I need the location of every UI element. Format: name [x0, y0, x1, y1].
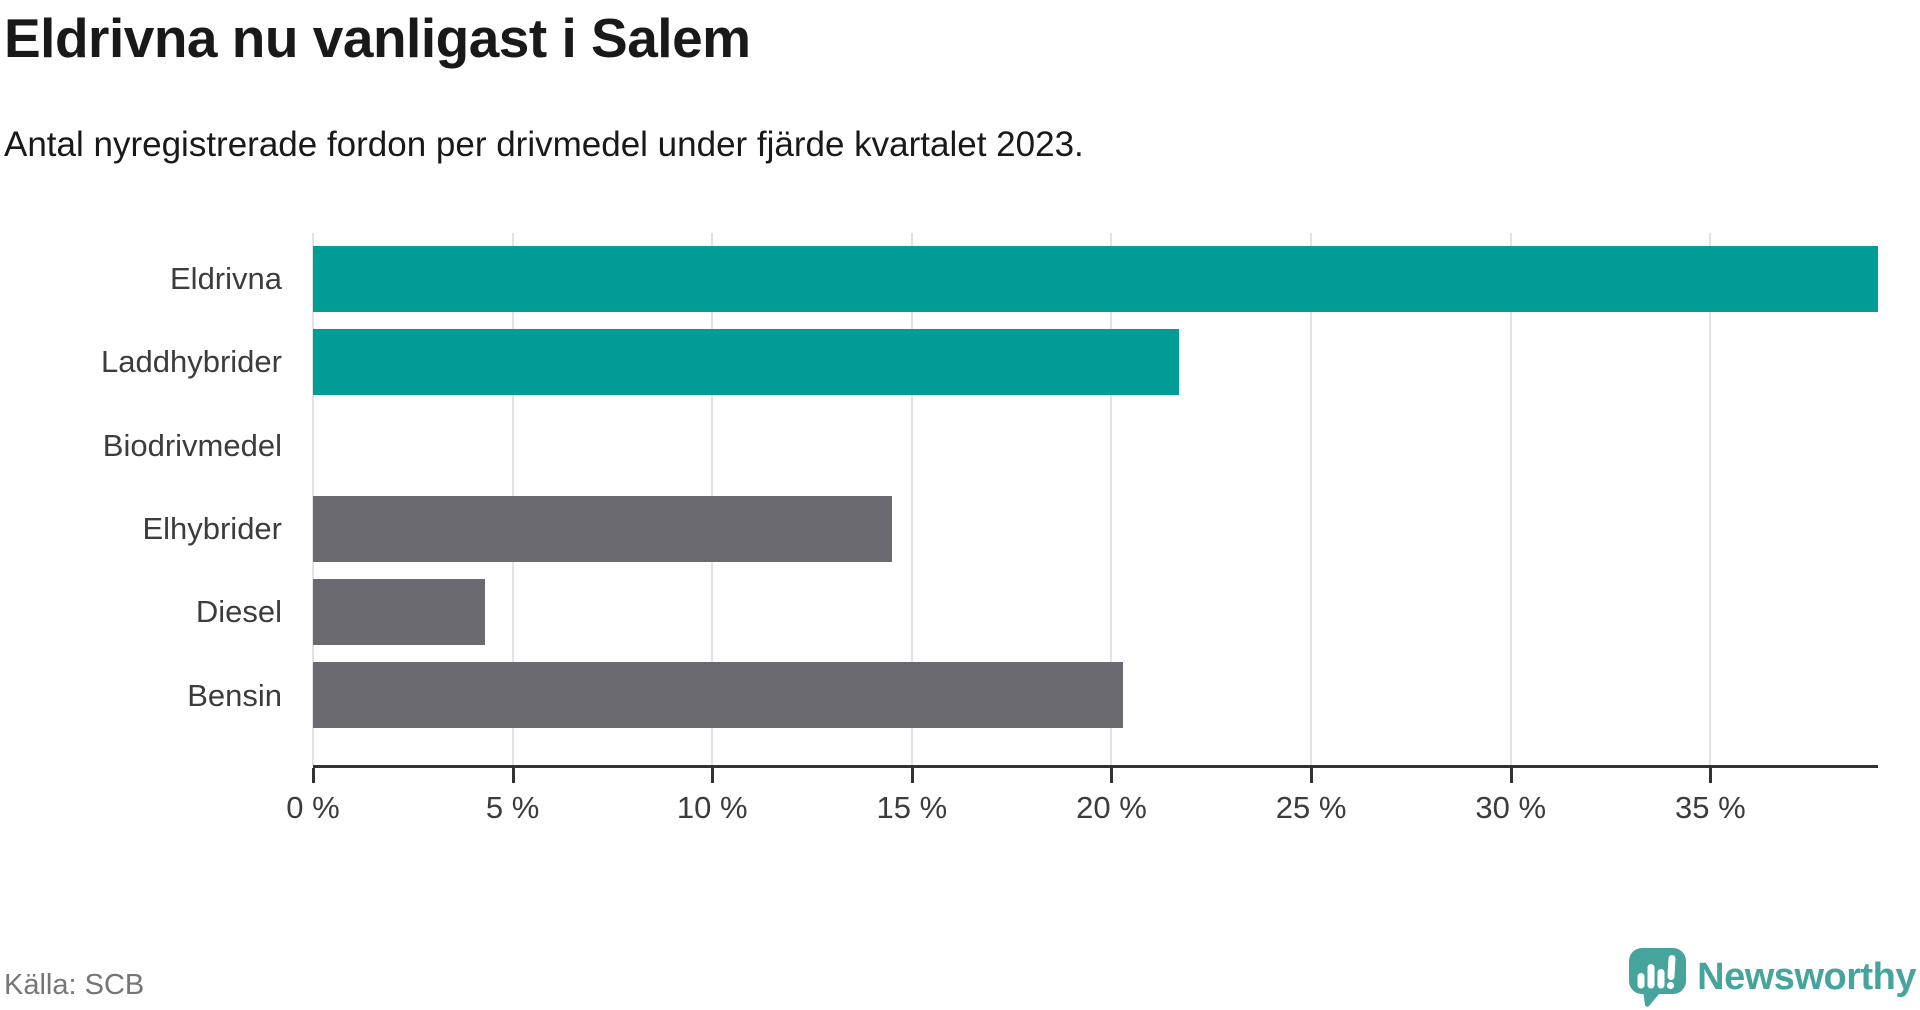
- x-tick: [1110, 768, 1114, 783]
- gridline: [1509, 233, 1512, 766]
- category-label: Elhybrider: [142, 511, 282, 547]
- bar: [313, 495, 892, 562]
- x-tick: [1709, 768, 1713, 783]
- bar: [313, 328, 1180, 395]
- bar-row: Elhybrider: [142, 487, 1878, 570]
- bar-row: Biodrivmedel: [103, 404, 1878, 487]
- x-tick: [1509, 768, 1513, 783]
- gridline: [910, 233, 913, 766]
- bar-rows: Eldrivna Laddhybrider Biodrivmedel Elhybrid…: [101, 233, 1878, 766]
- bar-row: Eldrivna: [170, 237, 1878, 320]
- brand-name: Newsworthy: [1697, 956, 1916, 998]
- newsworthy-icon: [1629, 948, 1687, 1007]
- x-tick-label: 15 %: [876, 790, 948, 825]
- x-tick: [910, 768, 914, 783]
- x-tick-label: 10 %: [676, 790, 748, 825]
- bar: [313, 245, 1878, 312]
- x-tick-label: 30 %: [1475, 790, 1547, 825]
- x-tick-label: 35 %: [1674, 790, 1746, 825]
- chart-subtitle: Antal nyregistrerade fordon per drivmede…: [4, 125, 1084, 164]
- brand-logo: Newsworthy: [1628, 947, 1916, 1007]
- x-tick: [511, 768, 515, 783]
- bar: [313, 662, 1124, 729]
- gridline: [1110, 233, 1113, 766]
- x-tick-label: 20 %: [1076, 790, 1147, 825]
- category-label: Biodrivmedel: [102, 427, 282, 463]
- page-title: Eldrivna nu vanligast i Salem: [4, 7, 751, 69]
- bar-row: Bensin: [187, 654, 1878, 737]
- x-tick-label: 25 %: [1275, 790, 1347, 825]
- x-axis-line: [313, 765, 1878, 768]
- bar-row: Diesel: [196, 570, 1878, 653]
- bar: [313, 578, 485, 645]
- gridline: [1709, 233, 1712, 766]
- bar-row: Laddhybrider: [101, 320, 1878, 403]
- category-label: Diesel: [195, 594, 282, 630]
- plot-area: Eldrivna Laddhybrider Biodrivmedel Elhybrid…: [101, 233, 1878, 766]
- source-note: Källa: SCB: [4, 969, 145, 1001]
- category-label: Eldrivna: [170, 261, 282, 297]
- gridline: [1310, 233, 1313, 766]
- x-tick: [1310, 768, 1314, 783]
- category-label: Bensin: [187, 677, 282, 713]
- x-tick: [312, 768, 315, 783]
- category-label: Laddhybrider: [101, 344, 282, 380]
- x-tick: [711, 768, 715, 783]
- x-tick-label: 5 %: [485, 790, 540, 825]
- x-tick-label: 0 %: [286, 790, 340, 825]
- x-axis-ticks: 0 % 5 % 10 % 15 % 20 % 25 % 30 % 35 %: [286, 768, 1878, 828]
